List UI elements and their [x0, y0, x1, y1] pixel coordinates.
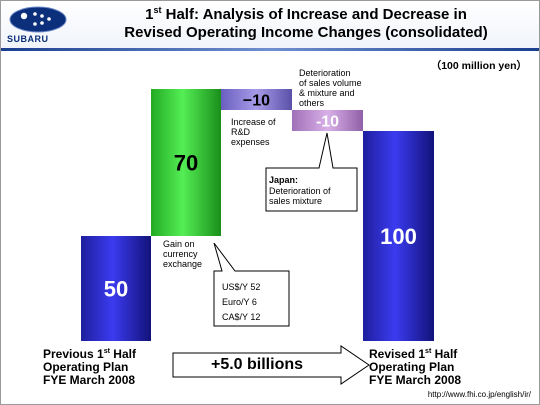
value-label-previous-plan: 50: [104, 277, 128, 302]
unit-label: （100 million yen）: [430, 60, 527, 72]
yen-rate-list: US$/Y 52 Euro/Y 6 CA$/Y 12: [222, 280, 260, 325]
value-label-rd-expenses: −10: [243, 93, 270, 110]
rd-expenses-label: Increase of R&D expenses: [231, 117, 276, 147]
japan-callout-text: Deterioration of sales mixture: [269, 186, 331, 206]
yen-rate-usd: US$/Y 52: [222, 282, 261, 292]
subaru-logo-icon: [9, 6, 67, 33]
end-category-label: Revised 1st Half Operating Plan FYE Marc…: [369, 347, 462, 387]
japan-callout: [265, 132, 358, 212]
sales-deterioration-label: Deterioration of sales volume & mixture …: [299, 68, 362, 108]
yen-rate-callout: [213, 242, 290, 327]
bar-revised-plan: [363, 131, 434, 341]
value-label-currency-gain: 70: [174, 151, 198, 176]
slide-title-line-1: 1st Half: Analysis of Increase and Decre…: [145, 5, 467, 23]
yen-rate-cad: CA$/Y 12: [222, 312, 261, 322]
bar-rd-expenses: [221, 89, 292, 110]
logo-text: SUBARU: [7, 34, 49, 44]
currency-gain-label: Gain on currency exchange: [163, 239, 203, 269]
start-category-label: Previous 1st Half Operating Plan FYE Mar…: [43, 347, 136, 387]
bar-currency-gain: [151, 89, 221, 236]
header-bar: [1, 1, 539, 48]
bar-sales-deterioration: [292, 110, 363, 131]
yen-rate-euro: Euro/Y 6: [222, 297, 257, 307]
slide-title-line-2: Revised Operating Income Changes (consol…: [124, 24, 488, 41]
increase-arrow-icon: [172, 345, 370, 385]
bar-previous-plan: [81, 236, 151, 341]
japan-callout-title: Japan:: [269, 175, 299, 185]
value-label-revised-plan: 100: [380, 224, 417, 249]
footer-url: http://www.fhi.co.jp/english/ir/: [427, 390, 531, 399]
total-change-label: +5.0 billions: [210, 356, 304, 373]
header-rule: [1, 48, 539, 51]
value-label-sales-deterioration: -10: [316, 114, 339, 131]
